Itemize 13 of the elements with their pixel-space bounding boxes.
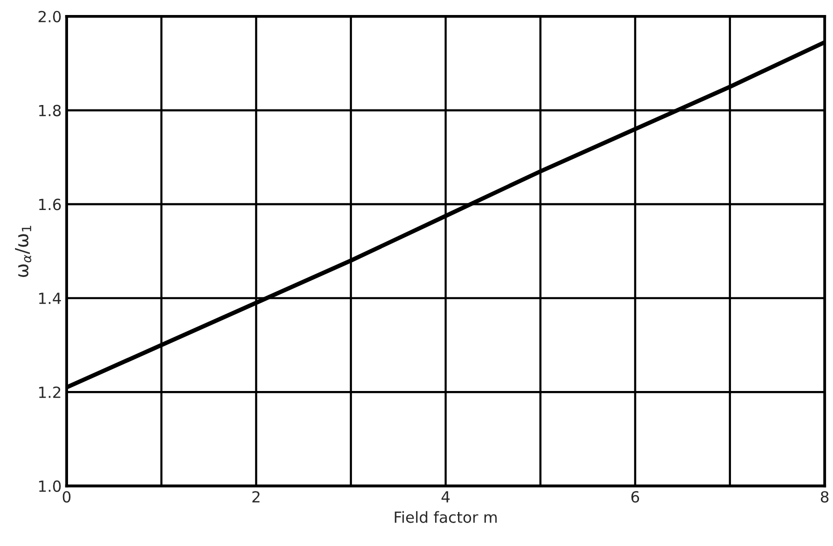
- y-tick-label: 1.0: [39, 480, 61, 492]
- x-tick-label: 4: [442, 491, 450, 502]
- x-tick-label: 6: [631, 491, 640, 503]
- y-tick-label: 2.0: [38, 10, 61, 22]
- x-tick-label: 2: [252, 491, 260, 502]
- y-tick-label: 1.8: [39, 104, 61, 116]
- x-tick-label: 8: [820, 491, 828, 503]
- y-tick-label: 1.2: [39, 386, 60, 398]
- y-tick-label: 1.6: [39, 198, 61, 210]
- y-axis-title: ω$_{α}$/ω$_{1}$: [14, 226, 32, 278]
- x-axis-title: Field factor m: [394, 511, 497, 523]
- x-tick-label: 0: [62, 491, 70, 503]
- y-tick-label: 1.4: [39, 292, 61, 304]
